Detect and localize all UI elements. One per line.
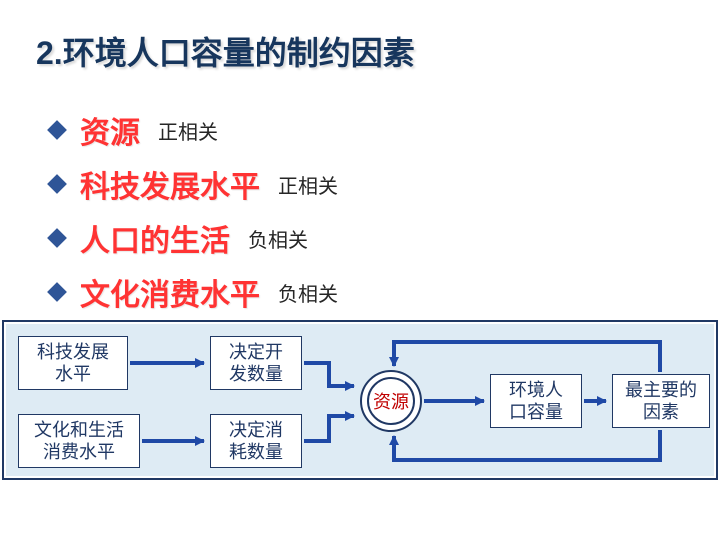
diagram-node-n2: 文化和生活消费水平 <box>18 414 140 468</box>
page-title: 2.环境人口容量的制约因素 <box>36 28 415 74</box>
bullet-annotation: 正相关 <box>278 170 338 199</box>
bullet-label: 文化消费水平 <box>80 270 260 314</box>
diagram-node-n7: 最主要的因素 <box>612 374 710 428</box>
bullet-label: 资源 <box>80 108 140 152</box>
bullet-row: 科技发展水平 正相关 <box>50 162 338 206</box>
diagram-node-n4: 决定消耗数量 <box>210 414 302 468</box>
bullet-list: 资源 正相关 科技发展水平 正相关 人口的生活 负相关 文化消费水平 负相关 <box>50 108 338 324</box>
bullet-row: 人口的生活 负相关 <box>50 216 338 260</box>
bullet-annotation: 负相关 <box>248 224 308 253</box>
diagram-frame: 科技发展水平文化和生活消费水平 决定开发数量决定消耗数量 环境人口容量最主要的因素 资… <box>2 320 718 480</box>
diagram-node-n3: 决定开发数量 <box>210 336 302 390</box>
diagram-center-circle: 资源 <box>360 370 422 432</box>
diamond-icon <box>47 228 67 248</box>
bullet-label: 科技发展水平 <box>80 162 260 206</box>
diagram-node-n6: 环境人口容量 <box>490 374 582 428</box>
diamond-icon <box>47 120 67 140</box>
diamond-icon <box>47 174 67 194</box>
diamond-icon <box>47 282 67 302</box>
bullet-annotation: 负相关 <box>278 278 338 307</box>
bullet-row: 资源 正相关 <box>50 108 338 152</box>
bullet-label: 人口的生活 <box>80 216 230 260</box>
bullet-row: 文化消费水平 负相关 <box>50 270 338 314</box>
diagram-center-label: 资源 <box>367 377 416 426</box>
bullet-annotation: 正相关 <box>158 116 218 145</box>
diagram-node-n1: 科技发展水平 <box>18 336 128 390</box>
